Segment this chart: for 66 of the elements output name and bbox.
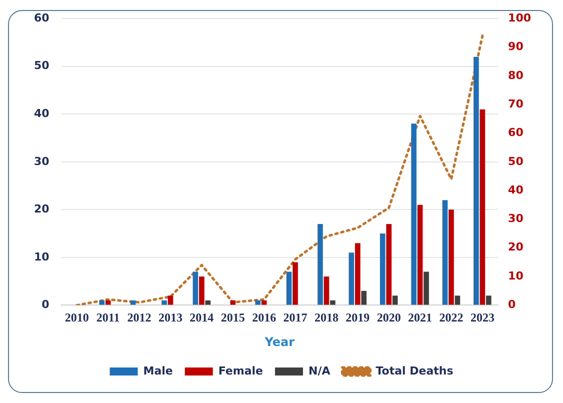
y2-tick-label: 0 [508,298,516,312]
y2-tick-label: 50 [508,154,524,168]
x-tick-label: 2017 [283,310,308,324]
bar [424,272,429,305]
x-tick-label: 2019 [346,310,370,324]
y2-tick-label: 80 [508,68,524,82]
y-tick-label: 0 [42,298,50,312]
bar [448,210,454,305]
legend-label: Total Deaths [376,364,454,378]
bar [168,296,174,305]
bar [230,300,236,305]
y2-tick-label: 10 [508,269,524,282]
bar [411,124,416,305]
bar [392,296,398,305]
bar [199,276,204,305]
bar [361,290,367,305]
bar [99,300,105,305]
x-tick-label: 2013 [158,310,182,324]
y-tick-label: 10 [34,250,50,264]
bar [192,272,198,305]
y2-tick-label: 20 [508,240,524,254]
x-tick-label: 2016 [252,310,276,324]
x-tick-label: 2023 [470,310,494,324]
bar [162,300,167,305]
bar [105,300,111,305]
bar [330,300,336,305]
bar [380,234,386,305]
y-tick-label: 50 [34,59,50,72]
y2-tick-label: 100 [508,11,532,24]
y-tick-label: 60 [34,11,50,24]
legend-label: N/A [308,364,331,378]
y2-tick-label: 60 [508,126,524,140]
bar [442,200,448,305]
bar [292,262,298,305]
x-tick-label: 2010 [64,310,89,324]
bar [348,252,354,305]
bar [324,276,330,305]
x-tick-label: 2020 [376,310,401,324]
bar [386,224,392,305]
y-tick-label: 30 [34,154,50,168]
y2-tick-label: 40 [508,183,524,196]
x-tick-label: 2021 [408,310,432,324]
y2-tick-label: 90 [508,40,524,54]
x-tick-label: 2012 [127,310,152,324]
legend-label: Male [143,364,173,378]
bar [480,109,486,305]
bar [417,204,423,305]
bar [318,224,323,305]
y2-tick-label: 30 [508,212,524,226]
x-tick-label: 2011 [96,310,120,324]
bar [255,300,260,305]
bar [454,296,460,305]
bar [355,243,360,305]
x-tick-label: 2015 [220,310,245,324]
legend-label: Female [218,364,263,378]
x-tick-label: 2014 [190,310,214,324]
y-tick-label: 40 [34,106,50,120]
bar [486,296,492,305]
x-axis-title: Year [264,334,295,349]
bar [474,56,479,305]
bar [286,272,292,305]
x-tick-label: 2018 [314,310,338,324]
y-tick-label: 20 [34,202,50,216]
y2-tick-label: 70 [508,97,524,110]
line-series [76,34,484,306]
x-tick-label: 2022 [439,310,464,324]
